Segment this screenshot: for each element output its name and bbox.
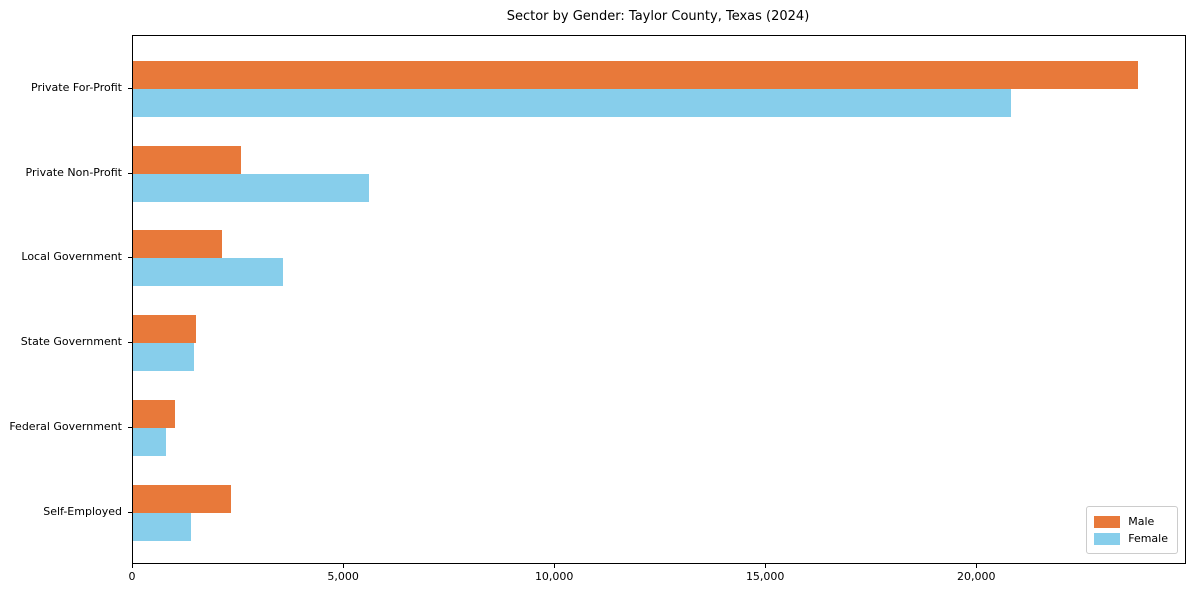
legend: Male Female [1086,506,1178,554]
x-tick-mark [976,564,978,568]
x-tick-mark [554,564,556,568]
bar-private-non-profit-female [133,173,370,202]
x-tick-mark [765,564,767,568]
legend-swatch-male [1094,515,1121,528]
bar-local-government-female [133,258,283,287]
y-tick-mark [128,88,132,89]
legend-entry-female: Female [1094,530,1168,547]
bar-federal-government-female [133,427,166,456]
bar-private-non-profit-male [133,145,241,174]
y-tick-label-self-employed: Self-Employed [43,504,122,518]
x-tick-mark [343,564,345,568]
y-tick-label-federal-government: Federal Government [9,419,122,433]
y-tick-mark [128,426,132,428]
x-tick-label-15-000: 15,000 [745,570,785,583]
legend-entry-male: Male [1094,513,1168,530]
plot-area: Male Female [132,35,1186,564]
bar-local-government-male [133,230,222,259]
legend-label-male: Male [1128,515,1155,528]
bar-private-for-profit-male [133,61,1138,89]
x-tick-label-20-000: 20,000 [957,570,996,583]
bar-self-employed-female [133,512,192,541]
y-tick-label-local-government: Local Government [21,250,122,264]
x-tick-label-10-000: 10,000 [534,570,574,583]
bar-federal-government-male [133,399,176,428]
legend-label-female: Female [1128,532,1168,545]
y-tick-mark [128,257,132,259]
legend-swatch-female [1094,532,1121,545]
y-tick-label-state-government: State Government [20,335,122,349]
x-tick-label-5-000: 5,000 [327,570,359,583]
y-tick-mark [128,511,132,513]
y-tick-label-private-for-profit: Private For-Profit [31,81,122,94]
bar-state-government-female [133,343,195,372]
bar-state-government-male [133,315,197,344]
y-tick-mark [128,342,132,344]
chart-title: Sector by Gender: Taylor County, Texas (… [506,9,810,24]
x-tick-label-0: 0 [128,570,136,583]
x-tick-mark [132,564,133,568]
y-tick-label-private-non-profit: Private Non-Profit [25,165,122,179]
y-tick-mark [128,172,132,174]
bar-self-employed-male [133,484,231,513]
bar-private-for-profit-female [133,89,1012,117]
